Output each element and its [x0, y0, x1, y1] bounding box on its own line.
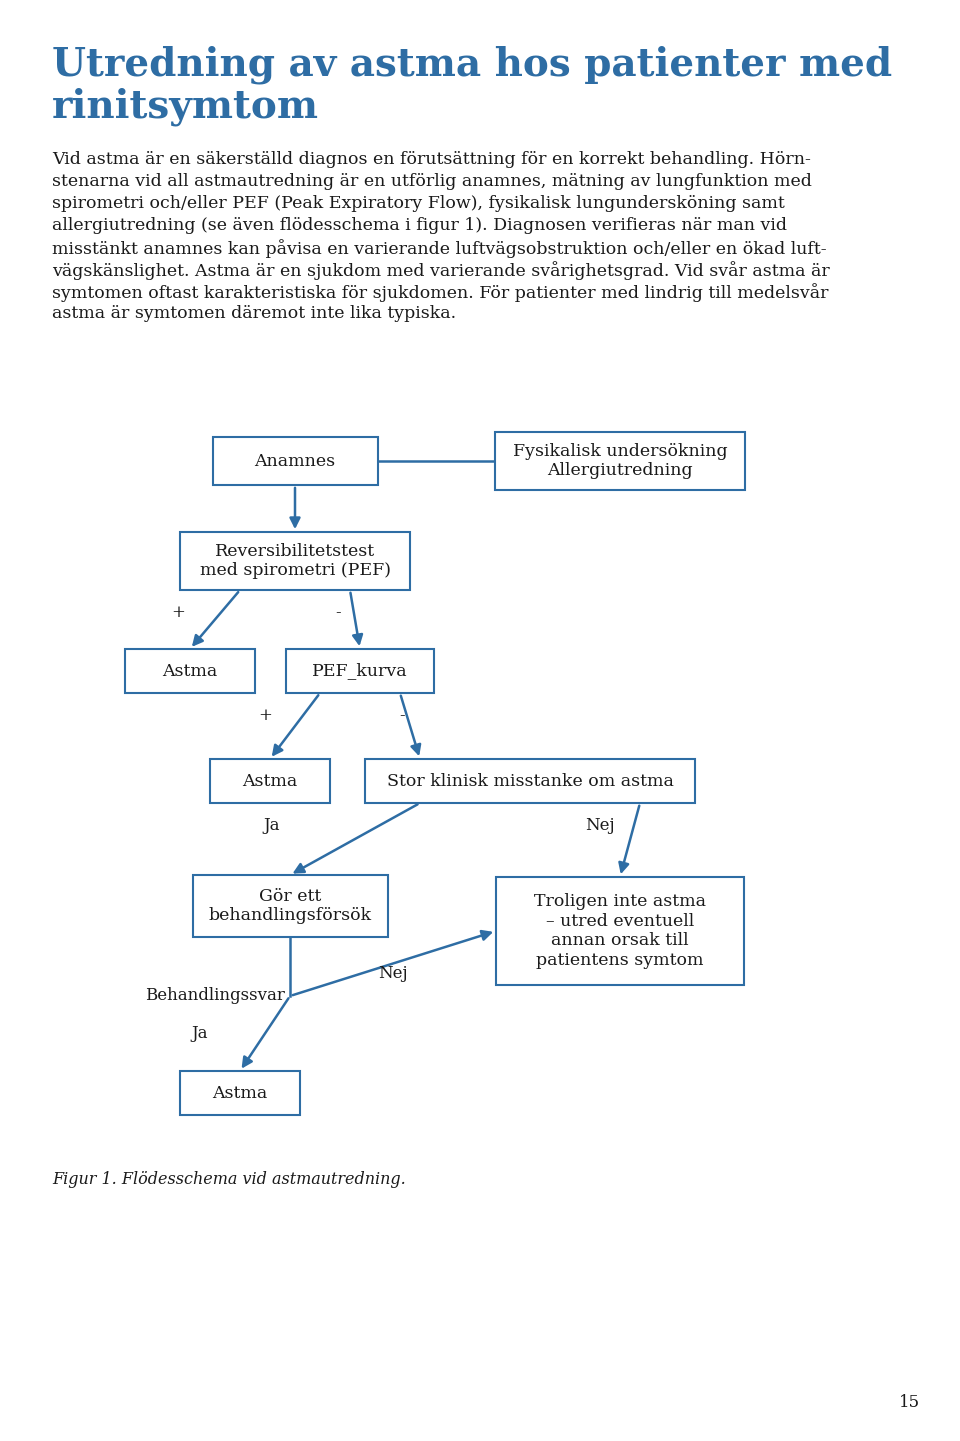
Text: -: -: [399, 708, 405, 723]
Text: Anamnes: Anamnes: [254, 452, 336, 470]
Text: Figur 1. Flödesschema vid astmautredning.: Figur 1. Flödesschema vid astmautredning…: [52, 1172, 406, 1187]
FancyBboxPatch shape: [212, 437, 377, 486]
FancyBboxPatch shape: [365, 759, 695, 803]
Text: Astma: Astma: [212, 1085, 268, 1101]
Text: Nej: Nej: [586, 817, 614, 834]
Text: spirometri och/eller PEF (Peak Expiratory Flow), fysikalisk lungundersköning sam: spirometri och/eller PEF (Peak Expirator…: [52, 195, 784, 212]
Text: Reversibilitetstest
med spirometri (PEF): Reversibilitetstest med spirometri (PEF): [200, 543, 391, 579]
Text: Fysikalisk undersökning
Allergiutredning: Fysikalisk undersökning Allergiutredning: [513, 442, 728, 480]
FancyBboxPatch shape: [210, 759, 330, 803]
Text: 15: 15: [899, 1393, 920, 1411]
Text: misstänkt anamnes kan påvisa en varierande luftvägsobstruktion och/eller en ökad: misstänkt anamnes kan påvisa en varieran…: [52, 239, 827, 258]
FancyBboxPatch shape: [180, 532, 410, 589]
Text: Utredning av astma hos patienter med: Utredning av astma hos patienter med: [52, 46, 892, 85]
Text: Stor klinisk misstanke om astma: Stor klinisk misstanke om astma: [387, 772, 673, 790]
FancyBboxPatch shape: [125, 648, 255, 693]
Text: Nej: Nej: [378, 965, 408, 981]
Text: symtomen oftast karakteristiska för sjukdomen. För patienter med lindrig till me: symtomen oftast karakteristiska för sjuk…: [52, 282, 828, 303]
Text: Gör ett
behandlingsförsök: Gör ett behandlingsförsök: [208, 888, 372, 924]
Text: PEF_kurva: PEF_kurva: [312, 663, 408, 680]
Text: +: +: [258, 708, 272, 723]
Text: Astma: Astma: [162, 663, 218, 680]
FancyBboxPatch shape: [495, 432, 745, 490]
Text: -: -: [335, 604, 341, 621]
FancyBboxPatch shape: [193, 875, 388, 937]
Text: Ja: Ja: [264, 817, 280, 834]
Text: Astma: Astma: [242, 772, 298, 790]
FancyBboxPatch shape: [496, 878, 744, 986]
Text: vägskänslighet. Astma är en sjukdom med varierande svårighetsgrad. Vid svår astm: vägskänslighet. Astma är en sjukdom med …: [52, 261, 829, 280]
FancyBboxPatch shape: [180, 1071, 300, 1115]
Text: Ja: Ja: [191, 1025, 208, 1042]
Text: Vid astma är en säkerställd diagnos en förutsättning för en korrekt behandling. : Vid astma är en säkerställd diagnos en f…: [52, 151, 811, 169]
Text: rinitsymtom: rinitsymtom: [52, 88, 319, 127]
Text: stenarna vid all astmautredning är en utförlig anamnes, mätning av lungfunktion : stenarna vid all astmautredning är en ut…: [52, 173, 812, 190]
Text: allergiutredning (se även flödesschema i figur 1). Diagnosen verifieras när man : allergiutredning (se även flödesschema i…: [52, 218, 787, 233]
Text: Troligen inte astma
– utred eventuell
annan orsak till
patientens symtom: Troligen inte astma – utred eventuell an…: [534, 893, 706, 968]
FancyBboxPatch shape: [286, 648, 434, 693]
Text: Behandlingssvar: Behandlingssvar: [145, 987, 285, 1004]
Text: astma är symtomen däremot inte lika typiska.: astma är symtomen däremot inte lika typi…: [52, 305, 456, 321]
Text: +: +: [171, 604, 185, 621]
